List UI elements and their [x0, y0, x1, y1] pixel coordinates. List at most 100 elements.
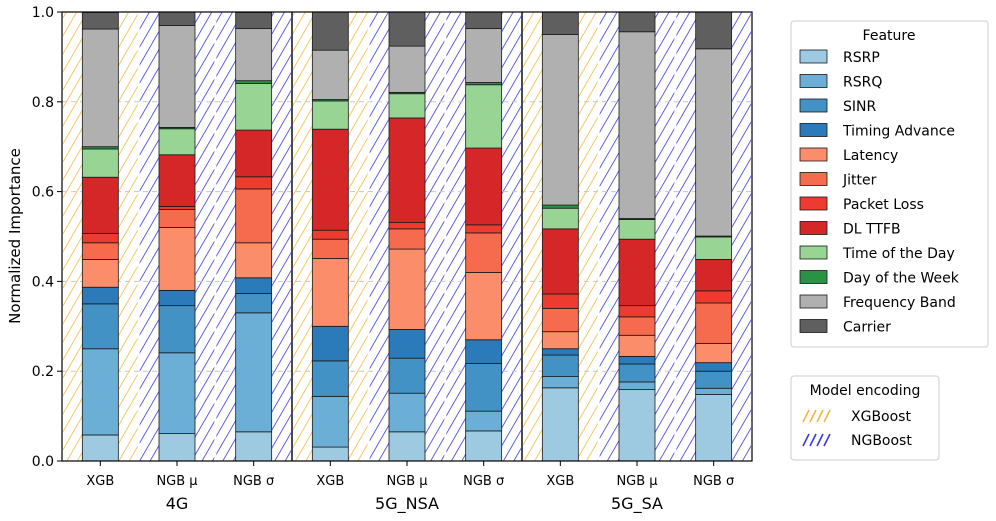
- legend-label: Carrier: [843, 320, 891, 336]
- bar-segment: [465, 147, 503, 226]
- bar-segment: [695, 236, 733, 260]
- legend-swatch: [799, 172, 828, 186]
- bar-segment: [541, 348, 579, 356]
- bar-stack-1: [81, 12, 119, 462]
- bar-segment: [235, 431, 273, 462]
- bar-segment: [81, 303, 119, 350]
- bar-segment: [158, 25, 196, 128]
- bar-segment: [541, 34, 579, 206]
- legend-hatch-swatch: [802, 433, 831, 447]
- bar-segment: [388, 93, 426, 119]
- feature-legend-item: Carrier: [799, 319, 891, 336]
- x-tick-label: NGB μ: [616, 474, 657, 489]
- bar-stack-4: [311, 11, 349, 462]
- bar-segment: [158, 352, 196, 435]
- axes: 4G 5G_NSA 5G_SA 0.0 0.2 0.4 0.6 0.8 1.0: [32, 5, 753, 514]
- x-tick-label: NGB μ: [386, 474, 427, 489]
- bar-segment: [618, 355, 656, 365]
- legend-swatch: [799, 74, 828, 88]
- legend-label: Timing Advance: [842, 124, 955, 140]
- feature-legend-item: RSRP: [799, 49, 880, 66]
- legend-label: NGBoost: [851, 433, 912, 449]
- bar-segment: [311, 100, 349, 130]
- bar-segment: [388, 11, 426, 47]
- feature-legend-item: Frequency Band: [799, 294, 956, 311]
- feature-legend-title: Feature: [863, 28, 916, 44]
- legend-label: Day of the Week: [843, 271, 960, 287]
- bar-segment: [541, 307, 579, 333]
- legend-swatch: [799, 294, 828, 309]
- bar-segment: [541, 293, 579, 309]
- bar-stack-8: [618, 11, 656, 462]
- legend-label: Jitter: [842, 173, 877, 189]
- legend-swatch: [799, 196, 828, 211]
- y-tick-label: 0.4: [32, 274, 54, 290]
- feature-legend-item: Day of the Week: [799, 270, 960, 287]
- bar-segment: [388, 431, 426, 462]
- bar-segment: [158, 289, 196, 307]
- bar-segment: [618, 31, 656, 219]
- legend-swatch: [799, 49, 828, 64]
- bar-segment: [235, 82, 273, 131]
- bar-segment: [541, 376, 579, 389]
- bar-segment: [388, 117, 426, 223]
- bar-segment: [158, 154, 196, 207]
- legend-label: Packet Loss: [843, 197, 924, 213]
- legend-label: Latency: [843, 148, 898, 164]
- y-tick-label: 0.0: [32, 454, 54, 470]
- legend-label: XGBoost: [851, 409, 911, 425]
- x-tick-label: NGB σ: [693, 474, 734, 489]
- legend-label: RSRP: [843, 50, 880, 66]
- bar-segment: [81, 12, 119, 30]
- y-tick-label: 0.2: [32, 364, 54, 380]
- bar-segment: [695, 394, 733, 462]
- bar-segment: [695, 342, 733, 364]
- bar-segment: [695, 258, 733, 292]
- group-label: 5G_SA: [611, 494, 663, 514]
- bar-segment: [388, 392, 426, 433]
- y-tick-label: 0.6: [32, 185, 54, 201]
- bar-segment: [465, 339, 503, 364]
- bar-segment: [81, 286, 119, 305]
- bar-segment: [618, 305, 656, 318]
- bar-segment: [81, 28, 119, 148]
- bar-segment: [311, 360, 349, 397]
- legend-swatch: [799, 123, 828, 137]
- bar-stack-5: [388, 11, 426, 462]
- legend-label: Time of the Day: [842, 246, 955, 262]
- bar-segment: [81, 258, 119, 288]
- bar-segment: [695, 48, 733, 237]
- bar-segment: [235, 80, 273, 84]
- legend-hatch-swatch: [802, 409, 831, 423]
- bar-segment: [541, 207, 579, 230]
- bar-segment: [618, 219, 656, 240]
- bar-stack-3: [235, 12, 273, 462]
- bar-segment: [388, 45, 426, 93]
- x-tick-label: XGB: [316, 474, 344, 489]
- bar-segment: [235, 188, 273, 244]
- bar-segment: [311, 258, 349, 327]
- bar-segment: [465, 28, 503, 83]
- bar-segment: [311, 128, 349, 231]
- bar-segment: [465, 410, 503, 432]
- bar-segment: [388, 222, 426, 230]
- bar-segment: [311, 395, 349, 448]
- bar-segment: [695, 290, 733, 304]
- feature-legend-item: SINR: [799, 98, 876, 115]
- bar-segment: [541, 331, 579, 350]
- encoding-legend: Model encoding XGBoost NGBoost: [790, 375, 940, 461]
- feature-legend-item: Latency: [799, 147, 898, 164]
- bar-segment: [465, 232, 503, 273]
- bar-segment: [541, 354, 579, 377]
- bar-segment: [465, 11, 503, 30]
- encoding-legend-item: NGBoost: [802, 433, 912, 449]
- bar-segment: [388, 329, 426, 359]
- y-tick-label: 0.8: [32, 95, 54, 111]
- feature-legend: Feature RSRP RSRQ SINR Timing Advance Latenc…: [790, 20, 989, 348]
- bar-segment: [541, 228, 579, 295]
- bar-segment: [81, 148, 119, 178]
- bar-segment: [158, 433, 196, 462]
- feature-legend-item: Jitter: [799, 172, 877, 189]
- legend-swatch: [799, 147, 828, 162]
